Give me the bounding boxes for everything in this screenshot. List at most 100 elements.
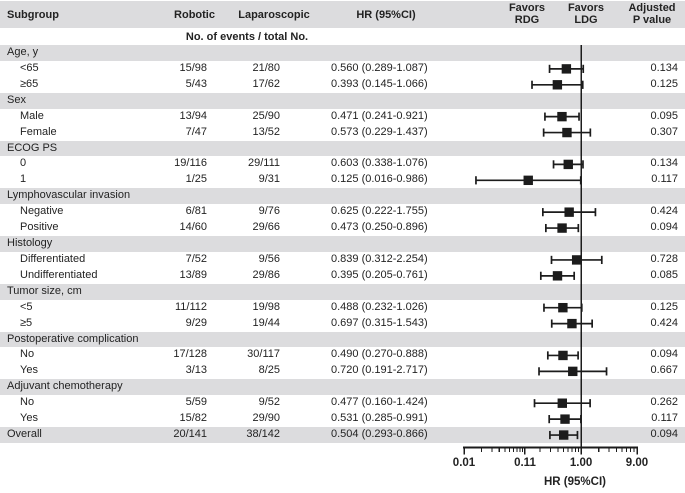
x-tick-label: 0.11 bbox=[514, 457, 536, 469]
table-row: ≥65 5/43 17/62 0.393 (0.145-1.066) 0.125 bbox=[0, 77, 685, 93]
subgroup-label: Lymphovascular invasion bbox=[7, 189, 131, 202]
hr-ci-cell: 0.504 (0.293-0.866) bbox=[331, 428, 428, 441]
table-row: Female 7/47 13/52 0.573 (0.229-1.437) 0.307 bbox=[0, 125, 685, 141]
robotic-events-cell: 13/94 bbox=[179, 109, 207, 122]
favors-ldg-line1: Favors bbox=[567, 2, 605, 14]
group-row: Tumor size, cm bbox=[0, 283, 685, 300]
laparoscopic-events-cell: 19/98 bbox=[252, 300, 280, 313]
table-row: Positive 14/60 29/66 0.473 (0.250-0.896) 0.0… bbox=[0, 220, 685, 236]
subgroup-label: Sex bbox=[7, 93, 26, 106]
hr-ci-cell: 0.625 (0.222-1.755) bbox=[331, 205, 428, 218]
overall-row: Overall 20/141 38/142 0.504 (0.293-0.866) 0.… bbox=[0, 427, 685, 443]
table-row: <5 11/112 19/98 0.488 (0.232-1.026) 0.125 bbox=[0, 300, 685, 316]
x-axis-title: HR (95%CI) bbox=[544, 476, 606, 488]
table-row: Yes 3/13 8/25 0.720 (0.191-2.717) 0.667 bbox=[0, 363, 685, 379]
x-tick-label: 1.00 bbox=[569, 457, 593, 469]
robotic-events-cell: 14/60 bbox=[179, 221, 207, 234]
col-header-favors-rdg: Favors RDG bbox=[487, 2, 567, 26]
laparoscopic-events-cell: 17/62 bbox=[252, 77, 280, 90]
group-row: ECOG PS bbox=[0, 140, 685, 157]
p-value-cell: 0.134 bbox=[650, 157, 678, 170]
p-value-cell: 0.085 bbox=[650, 268, 678, 281]
group-row: Postoperative complication bbox=[0, 331, 685, 348]
table-row: No 17/128 30/117 0.490 (0.270-0.888) 0.094 bbox=[0, 347, 685, 363]
p-value-cell: 0.094 bbox=[650, 428, 678, 441]
laparoscopic-events-cell: 19/44 bbox=[252, 316, 280, 329]
subgroup-label: Age, y bbox=[7, 46, 39, 58]
subgroup-label: 0 bbox=[20, 157, 27, 170]
table-row: ≥5 9/29 19/44 0.697 (0.315-1.543) 0.424 bbox=[0, 316, 685, 332]
x-tick-label: 0.01 bbox=[452, 457, 476, 469]
p-value-cell: 0.125 bbox=[650, 77, 678, 90]
favors-ldg-line2: LDG bbox=[574, 13, 598, 26]
subgroup-label: Positive bbox=[20, 221, 59, 234]
hr-ci-cell: 0.490 (0.270-0.888) bbox=[331, 348, 428, 361]
subgroup-label: Tumor size, cm bbox=[7, 284, 82, 297]
robotic-events-cell: 19/116 bbox=[174, 157, 207, 170]
robotic-events-cell: 15/82 bbox=[179, 412, 207, 425]
hr-ci-cell: 0.839 (0.312-2.254) bbox=[331, 252, 428, 265]
subgroup-label: Adjuvant chemotherapy bbox=[7, 380, 123, 393]
col-header-favors-ldg: Favors LDG bbox=[546, 2, 626, 26]
col-header-hr: HR (95%CI) bbox=[356, 9, 416, 21]
p-value-cell: 0.667 bbox=[650, 364, 678, 377]
favors-rdg-line2: RDG bbox=[514, 13, 540, 26]
p-value-cell: 0.262 bbox=[650, 396, 678, 409]
laparoscopic-events-cell: 29/86 bbox=[252, 268, 280, 281]
subgroup-label: Overall bbox=[7, 428, 42, 441]
laparoscopic-events-cell: 29/66 bbox=[252, 221, 280, 234]
robotic-events-cell: 7/52 bbox=[185, 252, 207, 265]
p-value-cell: 0.134 bbox=[650, 61, 678, 74]
table-header-row: Subgroup Robotic Laparoscopic HR (95%CI)… bbox=[0, 1, 685, 28]
group-row: Sex bbox=[0, 92, 685, 109]
col-header-subgroup: Subgroup bbox=[7, 9, 59, 21]
laparoscopic-events-cell: 21/80 bbox=[252, 61, 280, 74]
subgroup-label: ECOG PS bbox=[7, 141, 58, 154]
robotic-events-cell: 5/59 bbox=[185, 396, 207, 409]
subgroup-label: ≥65 bbox=[20, 77, 39, 90]
robotic-events-cell: 1/25 bbox=[185, 173, 207, 186]
hr-ci-cell: 0.603 (0.338-1.076) bbox=[331, 157, 428, 170]
p-value-cell: 0.424 bbox=[650, 205, 678, 218]
group-row: Age, y bbox=[0, 45, 685, 61]
hr-ci-cell: 0.697 (0.315-1.543) bbox=[331, 316, 428, 329]
hr-ci-cell: 0.488 (0.232-1.026) bbox=[331, 300, 428, 313]
laparoscopic-events-cell: 9/56 bbox=[258, 252, 280, 265]
robotic-events-cell: 5/43 bbox=[185, 77, 207, 90]
table-row: 1 1/25 9/31 0.125 (0.016-0.986) 0.117 bbox=[0, 172, 685, 188]
subgroup-label: Female bbox=[20, 125, 57, 138]
subgroup-label: 1 bbox=[20, 173, 27, 186]
p-value-cell: 0.728 bbox=[650, 252, 678, 265]
hr-ci-cell: 0.471 (0.241-0.921) bbox=[331, 109, 428, 122]
subgroup-label: ≥5 bbox=[20, 316, 33, 329]
p-value-cell: 0.094 bbox=[650, 348, 678, 361]
table-row: No 5/59 9/52 0.477 (0.160-1.424) 0.262 bbox=[0, 395, 685, 411]
table-row: <65 15/98 21/80 0.560 (0.289-1.087) 0.134 bbox=[0, 61, 685, 77]
laparoscopic-events-cell: 29/111 bbox=[247, 157, 280, 170]
adjusted-p-line1: Adjusted bbox=[628, 2, 676, 14]
robotic-events-cell: 7/47 bbox=[185, 125, 207, 138]
hr-ci-cell: 0.393 (0.145-1.066) bbox=[331, 77, 428, 90]
laparoscopic-events-cell: 29/90 bbox=[252, 412, 280, 425]
laparoscopic-events-cell: 9/76 bbox=[258, 205, 280, 218]
hr-ci-cell: 0.473 (0.250-0.896) bbox=[331, 221, 428, 234]
subgroup-label: Yes bbox=[20, 412, 38, 425]
subgroup-label: <5 bbox=[20, 300, 33, 313]
subgroup-label: Differentiated bbox=[20, 252, 86, 265]
subgroup-label: No bbox=[20, 396, 35, 409]
laparoscopic-events-cell: 38/142 bbox=[246, 428, 280, 441]
laparoscopic-events-cell: 8/25 bbox=[258, 364, 280, 377]
robotic-events-cell: 3/13 bbox=[185, 364, 207, 377]
subgroup-label: Undifferentiated bbox=[20, 268, 98, 281]
subgroup-label: Negative bbox=[20, 205, 64, 218]
table-row: Undifferentiated 13/89 29/86 0.395 (0.205-0… bbox=[0, 268, 685, 284]
hr-ci-cell: 0.395 (0.205-0.761) bbox=[331, 268, 428, 281]
p-value-cell: 0.424 bbox=[650, 316, 678, 329]
p-value-cell: 0.094 bbox=[650, 221, 678, 234]
p-value-cell: 0.117 bbox=[651, 412, 678, 425]
hr-ci-cell: 0.477 (0.160-1.424) bbox=[331, 396, 428, 409]
robotic-events-cell: 6/81 bbox=[185, 205, 207, 218]
robotic-events-cell: 17/128 bbox=[173, 348, 207, 361]
subgroup-label: Male bbox=[20, 109, 44, 122]
